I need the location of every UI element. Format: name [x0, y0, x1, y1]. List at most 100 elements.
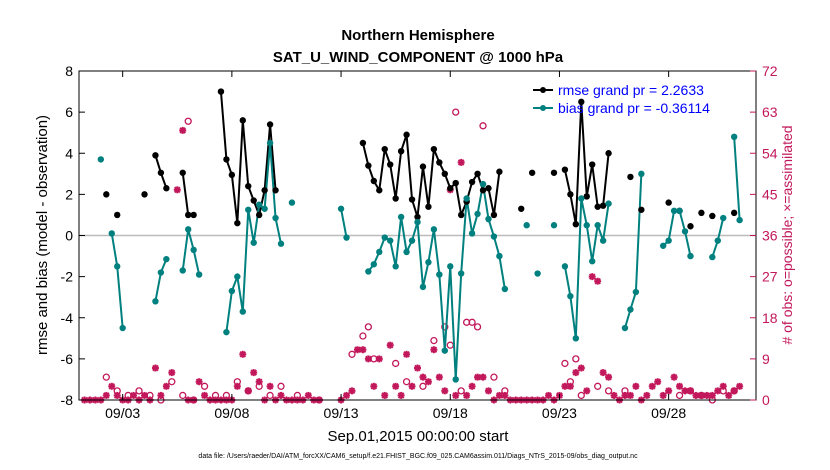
obs-assimilated-point [621, 391, 629, 399]
rmse-point [392, 195, 399, 202]
bias-point [234, 273, 241, 280]
bias-series-line [181, 229, 201, 275]
chart-subtitle: SAT_U_WIND_COMPONENT @ 1000 hPa [273, 49, 564, 66]
bias-point [288, 199, 296, 206]
obs-assimilated-point [403, 350, 411, 358]
rmse-point [397, 147, 405, 155]
chart-title: Northern Hemisphere [341, 27, 494, 44]
rmse-point [184, 211, 192, 219]
bias-point [441, 347, 448, 354]
legend-bias-marker [540, 105, 546, 111]
rmse-point [152, 152, 159, 159]
bias-point [195, 271, 203, 278]
bias-point [687, 252, 694, 260]
obs-assimilated-point [255, 378, 263, 386]
bias-point [261, 205, 268, 212]
bias-point [190, 246, 197, 254]
bias-point [534, 270, 541, 277]
bias-point [627, 306, 634, 313]
rmse-point [485, 185, 492, 192]
bias-point [550, 222, 558, 229]
bias-point [572, 335, 580, 342]
bias-point [599, 237, 607, 244]
obs-possible-point [200, 382, 209, 390]
bias-point [266, 139, 274, 147]
obs-assimilated-point [414, 364, 421, 372]
obs-possible-point [135, 387, 143, 395]
bias-point [714, 237, 721, 244]
bias-point [457, 270, 465, 277]
obs-assimilated-point [419, 373, 427, 381]
y-tick-label: -6 [61, 351, 74, 367]
y2-tick-label: 45 [762, 186, 778, 202]
rmse-point [245, 182, 252, 190]
obs-assimilated-point [195, 378, 203, 386]
obs-possible-point [594, 382, 602, 390]
obs-assimilated-point [381, 391, 389, 399]
rmse-point [163, 185, 170, 192]
obs-assimilated-point [659, 391, 667, 399]
obs-assimilated-point [577, 364, 585, 372]
bias-point [425, 259, 432, 266]
obs-assimilated-point [173, 186, 181, 194]
obs-assimilated-point [708, 391, 716, 399]
bias-point [567, 292, 574, 300]
rmse-point [594, 203, 601, 210]
rmse-point [217, 88, 225, 95]
obs-assimilated-point [168, 369, 176, 377]
bias-point [736, 216, 743, 224]
obs-assimilated-point [626, 391, 634, 399]
obs-assimilated-point [250, 369, 258, 377]
obs-assimilated-point [599, 369, 607, 377]
bias-point [463, 195, 470, 202]
bias-point [720, 214, 727, 222]
rmse-point [709, 212, 716, 220]
bias-point [179, 267, 186, 274]
rmse-point [436, 159, 443, 166]
obs-assimilated-point [113, 391, 121, 399]
y-tick-label: 6 [65, 104, 73, 120]
obs-assimilated-point [277, 391, 285, 399]
obs-assimilated-point [719, 382, 727, 390]
obs-assimilated-point [343, 391, 351, 399]
legend-rmse-marker [540, 87, 546, 93]
rmse-point [583, 193, 590, 200]
obs-assimilated-point [424, 378, 432, 386]
obs-assimilated-point [392, 382, 400, 390]
obs-possible-point [604, 387, 613, 395]
data-file-footnote: data file: /Users/raeder/DAI/ATM_forcXX/… [198, 453, 638, 460]
obs-possible-point [348, 350, 356, 358]
y-tick-label: -2 [61, 269, 74, 285]
y-tick-label: 4 [65, 145, 73, 161]
rmse-point [638, 206, 645, 213]
bias-point [474, 210, 481, 218]
bias-point [501, 285, 509, 293]
obs-assimilated-point [233, 382, 241, 390]
bias-point [408, 237, 416, 244]
x-axis-label: Sep.01,2015 00:00:00 start [328, 428, 510, 445]
rmse-point [381, 145, 388, 153]
bias-point [430, 226, 438, 233]
obs-assimilated-point [681, 387, 689, 395]
rmse-point [228, 171, 236, 179]
obs-assimilated-point [463, 391, 471, 399]
obs-assimilated-point [102, 391, 110, 399]
rmse-point [490, 211, 498, 219]
legend: rmse grand pr = 2.2633 bias grand pr = -… [533, 82, 710, 116]
x-tick-label: 09/03 [105, 405, 140, 421]
rmse-point [141, 191, 148, 198]
obs-assimilated-point [605, 373, 613, 381]
obs-possible-point [675, 391, 684, 400]
rmse-point [255, 211, 263, 219]
rmse-point [605, 150, 612, 157]
bias-point [272, 214, 279, 222]
bias-point [485, 215, 492, 223]
rmse-point [599, 202, 607, 209]
legend-rmse-label: rmse grand pr = 2.2633 [558, 82, 704, 98]
obs-assimilated-point [583, 387, 591, 395]
obs-assimilated-point [484, 387, 492, 395]
rmse-point [457, 211, 465, 219]
bias-point [436, 271, 443, 278]
bias-point [343, 234, 350, 241]
obs-assimilated-point [266, 382, 274, 390]
